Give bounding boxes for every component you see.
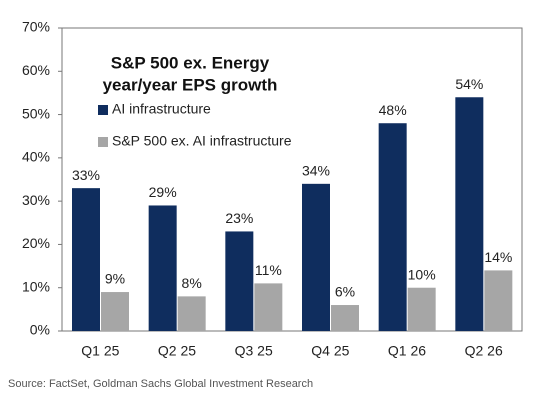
bar bbox=[72, 188, 100, 331]
data-label: 8% bbox=[182, 275, 202, 291]
data-label: 48% bbox=[379, 102, 407, 118]
bar bbox=[177, 296, 206, 331]
chart-title: year/year EPS growth bbox=[103, 75, 278, 94]
legend-swatch bbox=[98, 137, 108, 147]
x-tick-label: Q3 25 bbox=[235, 343, 273, 359]
y-tick-label: 30% bbox=[22, 192, 50, 208]
bar bbox=[101, 292, 129, 331]
source-note: Source: FactSet, Goldman Sachs Global In… bbox=[8, 378, 313, 390]
bar bbox=[148, 205, 177, 331]
data-label: 23% bbox=[225, 210, 253, 226]
data-label: 6% bbox=[335, 284, 355, 300]
data-label: 33% bbox=[72, 167, 100, 183]
bar bbox=[455, 97, 484, 331]
bar bbox=[302, 183, 330, 331]
data-label: 34% bbox=[302, 163, 330, 179]
y-tick-label: 60% bbox=[22, 62, 50, 78]
data-label: 10% bbox=[408, 266, 436, 282]
x-tick-label: Q2 26 bbox=[465, 343, 503, 359]
data-label: 11% bbox=[255, 262, 282, 278]
x-tick-label: Q2 25 bbox=[158, 343, 196, 359]
chart-title: S&P 500 ex. Energy bbox=[111, 53, 270, 72]
legend-label: AI infrastructure bbox=[112, 101, 211, 117]
y-tick-label: 70% bbox=[22, 19, 50, 35]
data-label: 29% bbox=[149, 184, 177, 200]
data-label: 9% bbox=[105, 271, 125, 287]
y-tick-label: 20% bbox=[22, 235, 50, 251]
bar bbox=[331, 305, 359, 331]
x-tick-label: Q1 26 bbox=[388, 343, 426, 359]
y-tick-label: 0% bbox=[30, 322, 50, 338]
bar bbox=[378, 123, 407, 331]
bar bbox=[254, 283, 283, 331]
y-tick-label: 10% bbox=[22, 278, 50, 294]
y-tick-label: 40% bbox=[22, 149, 50, 165]
plot-frame bbox=[61, 27, 523, 332]
legend-swatch bbox=[98, 105, 108, 115]
data-label: 14% bbox=[484, 249, 512, 265]
x-tick-label: Q1 25 bbox=[81, 343, 119, 359]
x-tick-label: Q4 25 bbox=[311, 343, 349, 359]
bar bbox=[407, 287, 436, 331]
legend-label: S&P 500 ex. AI infrastructure bbox=[112, 133, 292, 149]
bar bbox=[484, 270, 513, 331]
y-tick-label: 50% bbox=[22, 105, 50, 121]
bar bbox=[225, 231, 254, 331]
data-label: 54% bbox=[455, 76, 483, 92]
